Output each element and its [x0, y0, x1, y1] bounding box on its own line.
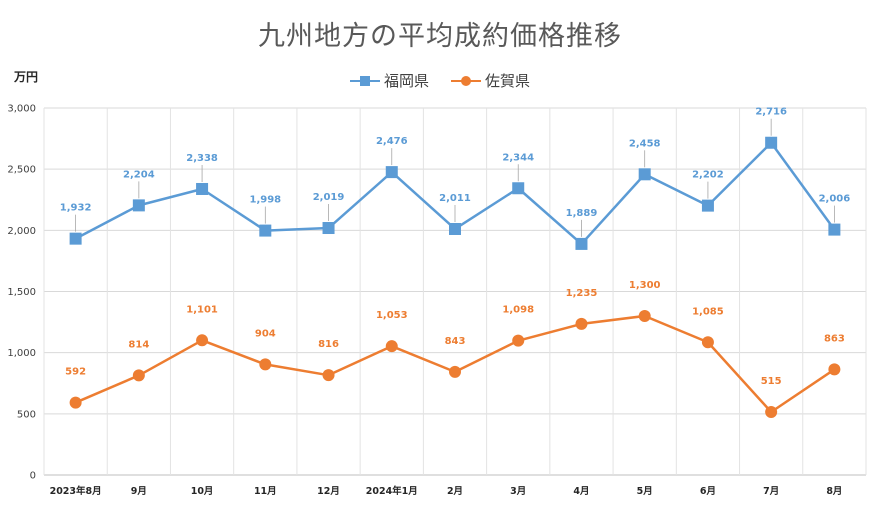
data-point-marker — [575, 237, 588, 250]
data-label: 2,344 — [502, 152, 534, 163]
legend-item-saga: 佐賀県 — [451, 70, 530, 91]
data-label: 2,458 — [629, 138, 661, 149]
data-point-marker — [322, 369, 335, 382]
data-label: 2,204 — [123, 169, 155, 180]
y-axis-unit: 万円 — [14, 70, 39, 84]
data-point-marker — [828, 363, 841, 376]
data-label: 592 — [65, 367, 86, 378]
data-point-marker — [449, 222, 461, 235]
data-label: 904 — [255, 328, 276, 339]
data-point-marker — [69, 232, 82, 245]
data-point-marker — [196, 182, 209, 195]
y-tick-label: 1,500 — [7, 287, 36, 298]
x-tick-label: 3月 — [510, 486, 526, 497]
data-point-marker — [322, 222, 335, 235]
data-point-marker — [449, 365, 461, 378]
data-point-marker — [69, 396, 82, 409]
legend-marker-square-icon — [349, 75, 380, 87]
data-point-marker — [828, 223, 841, 236]
data-label: 2,019 — [313, 192, 345, 203]
data-label: 1,889 — [566, 208, 598, 219]
data-label: 1,932 — [60, 203, 92, 214]
y-tick-label: 500 — [17, 409, 36, 420]
legend-label-fukuoka: 福岡県 — [383, 72, 429, 90]
data-label: 2,338 — [186, 153, 218, 164]
data-label: 2,006 — [819, 194, 851, 205]
x-tick-label: 4月 — [573, 486, 589, 497]
data-point-marker — [132, 369, 145, 382]
data-label: 2,716 — [755, 107, 787, 118]
data-label: 1,085 — [692, 306, 724, 317]
legend-item-fukuoka: 福岡県 — [349, 70, 429, 91]
x-tick-label: 9月 — [131, 486, 147, 497]
data-label: 2,476 — [376, 136, 408, 147]
data-point-marker — [385, 340, 398, 353]
x-tick-label: 7月 — [763, 486, 779, 497]
legend-label-saga: 佐賀県 — [485, 72, 531, 90]
x-tick-label: 5月 — [637, 486, 653, 497]
data-label: 2,011 — [439, 193, 471, 204]
data-label: 816 — [318, 339, 339, 350]
legend-marker-circle-icon — [451, 75, 481, 87]
data-point-marker — [196, 334, 209, 347]
data-point-marker — [765, 405, 778, 418]
data-label: 1,300 — [629, 280, 661, 291]
x-tick-label: 10月 — [191, 486, 214, 497]
data-point-marker — [701, 199, 714, 212]
legend: 福岡県 佐賀県 — [0, 70, 880, 91]
y-tick-label: 0 — [30, 471, 36, 482]
data-label: 1,235 — [566, 288, 598, 299]
x-tick-label: 12月 — [317, 486, 340, 497]
data-label: 2,202 — [692, 170, 724, 181]
x-tick-label: 2023年8月 — [50, 485, 102, 497]
data-label: 1,101 — [186, 304, 218, 315]
data-label: 843 — [445, 336, 466, 347]
data-point-marker — [259, 358, 272, 371]
data-label: 863 — [824, 333, 845, 344]
data-point-marker — [512, 334, 525, 347]
y-tick-label: 3,000 — [7, 104, 36, 115]
x-tick-label: 2月 — [447, 486, 463, 497]
x-tick-label: 2024年1月 — [366, 485, 418, 497]
series-line-1 — [75, 314, 836, 414]
data-point-marker — [385, 166, 398, 179]
data-point-marker — [765, 136, 778, 149]
x-tick-label: 6月 — [700, 486, 716, 497]
data-point-marker — [132, 199, 145, 212]
x-tick-label: 8月 — [826, 486, 842, 497]
data-point-marker — [638, 309, 651, 322]
data-point-marker — [512, 182, 525, 195]
data-label: 515 — [761, 376, 782, 387]
data-label: 1,998 — [249, 195, 281, 206]
y-tick-label: 2,500 — [7, 165, 36, 176]
data-label: 1,053 — [376, 310, 408, 321]
data-point-marker — [701, 336, 714, 349]
data-point-marker — [259, 224, 272, 237]
y-tick-label: 1,000 — [7, 348, 36, 359]
data-point-marker — [638, 168, 651, 181]
y-tick-label: 2,000 — [7, 226, 36, 237]
data-label: 1,098 — [502, 305, 534, 316]
data-point-marker — [575, 317, 588, 330]
chart-title: 九州地方の平均成約価格推移 — [258, 21, 622, 52]
x-tick-label: 11月 — [254, 486, 277, 497]
data-label: 814 — [128, 339, 149, 350]
